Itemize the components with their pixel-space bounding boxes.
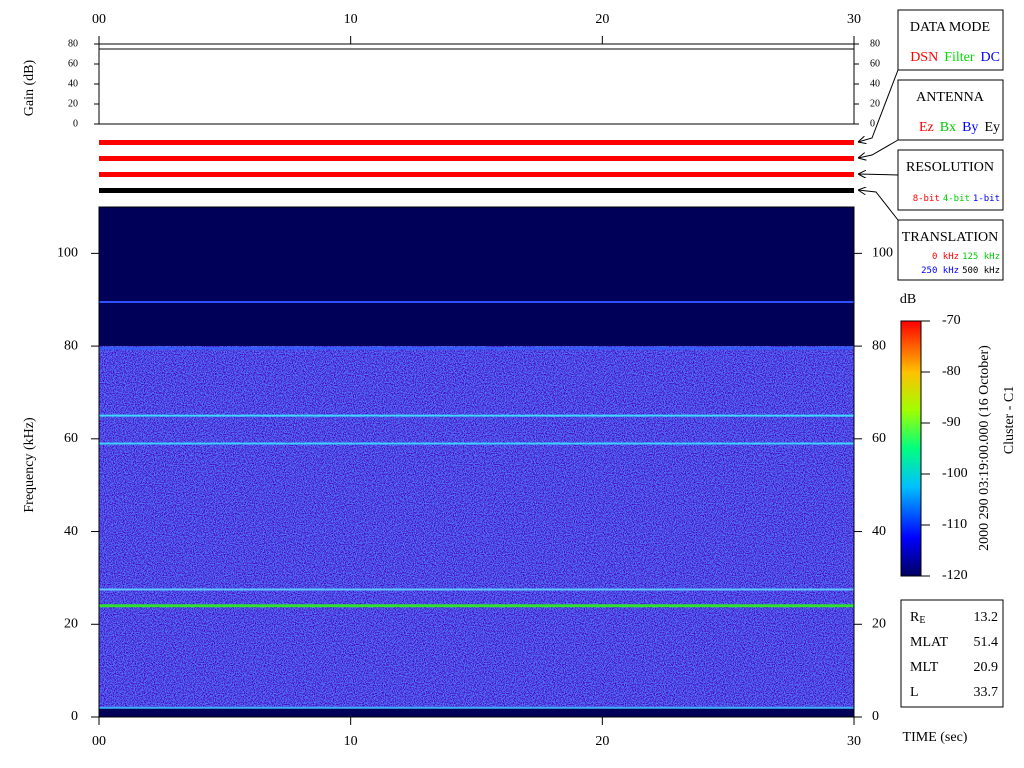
ephemeris-label: MLT xyxy=(910,660,939,675)
x-tick-label: 00 xyxy=(92,12,106,27)
y-tick-label: 20 xyxy=(872,616,886,631)
legend-item: 125 kHz xyxy=(962,252,1000,262)
mode-bar xyxy=(99,188,854,193)
legend-item: 4-bit xyxy=(943,194,970,204)
legend-title: TRANSLATION xyxy=(902,230,998,245)
legend-item: Ey xyxy=(984,120,1000,135)
colorbar-tick-label: -100 xyxy=(942,466,968,481)
legend-item: By xyxy=(962,120,978,135)
legend-title: RESOLUTION xyxy=(906,160,994,175)
mode-bar xyxy=(99,140,854,145)
legend-item: DC xyxy=(981,50,1000,65)
legend-item: 0 kHz xyxy=(932,252,959,262)
legend-row: DSN Filter DC xyxy=(910,50,1000,65)
legend-item: 8-bit xyxy=(913,194,940,204)
y-tick-label: 20 xyxy=(64,616,78,631)
colorbar-tick-label: -110 xyxy=(942,517,967,532)
x-tick-label: 00 xyxy=(92,734,106,749)
mode-bar xyxy=(99,172,854,177)
legend-box xyxy=(897,79,1004,141)
mode-bar xyxy=(99,156,854,161)
gain-tick-label: 40 xyxy=(870,78,880,89)
gain-tick-label: 20 xyxy=(870,98,880,109)
legend-item: Bx xyxy=(940,120,956,135)
legend-item: Filter xyxy=(944,50,975,65)
ephemeris-value: 20.9 xyxy=(974,660,999,675)
gain-tick-label: 20 xyxy=(68,98,78,109)
x-axis-label: TIME (sec) xyxy=(903,730,968,745)
colorbar-tick-label: -120 xyxy=(942,568,968,583)
legend-row: 8-bit 4-bit 1-bit xyxy=(913,194,1000,204)
y-tick-label: 0 xyxy=(71,709,78,724)
ephemeris-box xyxy=(900,599,1004,708)
date-label: 2000 290 03:19:00.000 (16 October) xyxy=(977,345,992,551)
ephemeris-label: RE xyxy=(910,610,925,626)
x-tick-label: 20 xyxy=(595,734,609,749)
y-tick-label: 0 xyxy=(872,709,879,724)
gain-tick-label: 0 xyxy=(73,118,78,129)
y-tick-label: 80 xyxy=(872,338,886,353)
ephemeris-label-text: L xyxy=(910,685,919,700)
y-tick-label: 100 xyxy=(57,246,78,261)
legend-row: Ez Bx By Ey xyxy=(919,120,1000,135)
ephemeris-subscript: E xyxy=(919,615,925,626)
y-tick-label: 60 xyxy=(64,431,78,446)
y-tick-label: 100 xyxy=(872,246,893,261)
x-tick-label: 20 xyxy=(595,12,609,27)
gain-tick-label: 80 xyxy=(870,38,880,49)
colorbar-tick-label: -80 xyxy=(942,364,961,379)
x-tick-label: 30 xyxy=(847,12,861,27)
ephemeris-value: 13.2 xyxy=(974,610,999,625)
ephemeris-value: 33.7 xyxy=(974,685,999,700)
connectors xyxy=(858,69,899,221)
legend-item: 500 kHz xyxy=(962,266,1000,276)
gain-frame xyxy=(98,43,855,125)
ephemeris-label-text: MLAT xyxy=(910,635,949,650)
legend-item: 1-bit xyxy=(973,194,1000,204)
legend-box xyxy=(897,149,1004,211)
legend-box xyxy=(897,9,1004,71)
noise-texture xyxy=(99,346,854,708)
legend-title: ANTENNA xyxy=(916,90,985,105)
legend-item: Ez xyxy=(919,120,934,135)
x-tick-label: 30 xyxy=(847,734,861,749)
y-tick-label: 80 xyxy=(64,338,78,353)
legend-item: 250 kHz xyxy=(921,266,959,276)
gain-tick-label: 60 xyxy=(870,58,880,69)
y-tick-label: 60 xyxy=(872,431,886,446)
plot-frame xyxy=(98,206,855,718)
spacecraft-label: Cluster - C1 xyxy=(1002,386,1017,454)
y-tick-label: 40 xyxy=(872,524,886,539)
ephemeris-label-text: R xyxy=(910,610,920,625)
ephemeris-value: 51.4 xyxy=(974,635,999,650)
gain-tick-label: 80 xyxy=(68,38,78,49)
gain-tick-label: 60 xyxy=(68,58,78,69)
legend-row: 250 kHz 500 kHz xyxy=(921,266,1000,276)
colorbar xyxy=(900,320,922,577)
x-tick-label: 10 xyxy=(344,12,358,27)
x-tick-label: 10 xyxy=(344,734,358,749)
gain-label: Gain (dB) xyxy=(22,59,37,116)
legend-item: DSN xyxy=(910,50,938,65)
colorbar-tick-label: -70 xyxy=(942,313,961,328)
ephemeris-label: MLAT xyxy=(910,635,949,650)
y-tick-label: 40 xyxy=(64,524,78,539)
gain-tick-label: 40 xyxy=(68,78,78,89)
legend-title: DATA MODE xyxy=(910,20,990,35)
colorbar-tick-label: -90 xyxy=(942,415,961,430)
legend-box xyxy=(897,219,1004,281)
y-axis-label: Frequency (kHz) xyxy=(22,417,37,513)
legend-row: 0 kHz 125 kHz xyxy=(932,252,1000,262)
colorbar-label: dB xyxy=(900,292,916,307)
gain-tick-label: 0 xyxy=(870,118,875,129)
ephemeris-label-text: MLT xyxy=(910,660,939,675)
ephemeris-label: L xyxy=(910,685,919,700)
